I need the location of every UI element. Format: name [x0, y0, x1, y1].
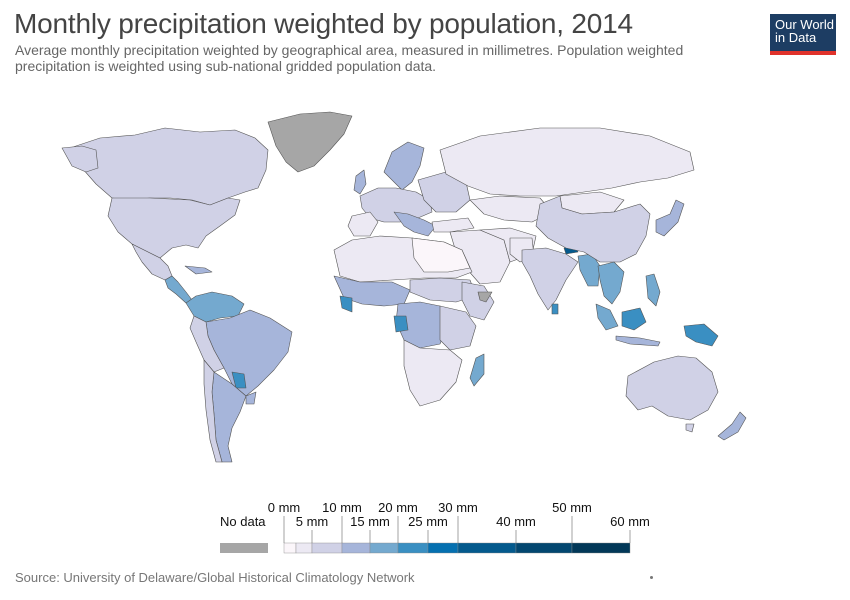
region-turkey[interactable] — [431, 217, 475, 233]
region-scandinavia[interactable] — [383, 141, 425, 191]
footer-dot — [650, 576, 653, 579]
region-egypt-libya[interactable] — [411, 237, 471, 273]
region-australia[interactable] — [625, 355, 719, 421]
source-note: Source: University of Delaware/Global Hi… — [15, 570, 415, 585]
legend-lower-label-1: 15 mm — [350, 514, 390, 529]
region-gabon-congo[interactable] — [393, 315, 409, 333]
legend-lower-label-2: 25 mm — [408, 514, 448, 529]
region-sierra-leone-liberia[interactable] — [339, 295, 353, 313]
legend-bin-8[interactable] — [515, 542, 573, 554]
region-sri-lanka[interactable] — [551, 303, 559, 315]
region-paraguay[interactable] — [231, 371, 247, 389]
legend-upper-label-0: 0 mm — [268, 500, 301, 515]
legend-lower-label-4: 60 mm — [610, 514, 650, 529]
legend-bin-0[interactable] — [283, 542, 297, 554]
region-uk[interactable] — [353, 169, 367, 195]
legend-bin-3[interactable] — [341, 542, 371, 554]
legend-ticks — [283, 516, 631, 543]
legend-upper-label-2: 20 mm — [378, 500, 418, 515]
legend-upper-label-3: 30 mm — [438, 500, 478, 515]
legend-labels: 0 mm 10 mm 20 mm 30 mm 50 mm 5 mm 15 mm 25 mm 40… — [268, 500, 650, 529]
region-horn-of-africa[interactable] — [461, 281, 495, 321]
legend-no-data-label: No data — [220, 514, 266, 529]
region-korea-japan[interactable] — [655, 199, 685, 237]
region-iberia[interactable] — [347, 211, 379, 237]
legend-bin-6[interactable] — [427, 542, 459, 554]
legend-bin-9[interactable] — [571, 542, 631, 554]
map-legend: No data 0 mm 10 mm 20 mm 30 mm 50 mm 5 mm 15 m… — [220, 500, 650, 554]
region-east-africa[interactable] — [439, 305, 477, 351]
legend-lower-label-3: 40 mm — [496, 514, 536, 529]
region-madagascar[interactable] — [469, 353, 485, 387]
region-borneo[interactable] — [621, 307, 647, 331]
region-peru-bolivia[interactable] — [189, 315, 225, 373]
legend-bin-7[interactable] — [457, 542, 517, 554]
region-malaysia-indonesia[interactable] — [595, 303, 619, 331]
legend-bin-5[interactable] — [397, 542, 429, 554]
world-map — [61, 111, 747, 463]
owid-logo[interactable]: Our World in Data — [770, 14, 836, 55]
logo-line-2: in Data — [775, 30, 817, 45]
region-china[interactable] — [535, 195, 651, 263]
legend-bin-1[interactable] — [295, 542, 313, 554]
region-philippines[interactable] — [645, 273, 661, 307]
region-italy-balkans[interactable] — [393, 211, 437, 237]
region-southern-africa[interactable] — [403, 339, 463, 407]
chart-subtitle: Average monthly precipitation weighted b… — [15, 42, 684, 74]
legend-bins — [283, 542, 631, 554]
region-canada[interactable] — [69, 127, 269, 206]
region-greenland — [267, 111, 353, 173]
chart-title: Monthly precipitation weighted by popula… — [14, 8, 633, 39]
legend-lower-label-0: 5 mm — [296, 514, 329, 529]
region-papua-new-guinea[interactable] — [683, 323, 719, 347]
region-russia[interactable] — [439, 127, 695, 197]
region-somalia — [477, 291, 493, 303]
region-central-america[interactable] — [164, 275, 193, 304]
logo-line-1: Our World — [775, 17, 834, 32]
legend-no-data-swatch[interactable] — [220, 543, 268, 553]
region-tasmania[interactable] — [685, 423, 695, 433]
region-cuba[interactable] — [184, 265, 213, 275]
legend-bin-4[interactable] — [369, 542, 399, 554]
region-java-sumatra[interactable] — [615, 335, 661, 347]
legend-upper-label-1: 10 mm — [322, 500, 362, 515]
legend-bin-2[interactable] — [311, 542, 343, 554]
region-new-zealand[interactable] — [717, 411, 747, 441]
region-uruguay[interactable] — [245, 391, 257, 405]
region-chile[interactable] — [203, 359, 223, 463]
legend-upper-label-4: 50 mm — [552, 500, 592, 515]
region-india[interactable] — [521, 247, 579, 311]
region-indochina[interactable] — [597, 261, 625, 305]
region-alaska[interactable] — [61, 145, 99, 173]
region-usa[interactable] — [107, 197, 241, 259]
